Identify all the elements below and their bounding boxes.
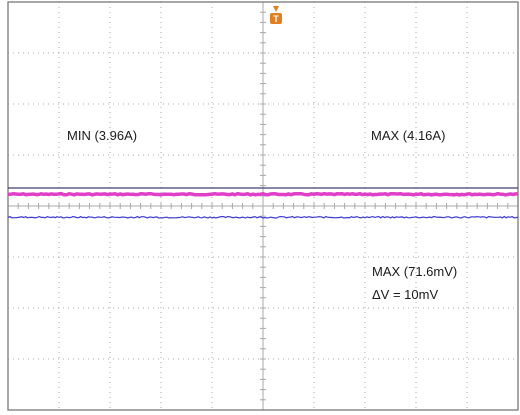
- voltage-max-label: MAX (71.6mV): [372, 264, 457, 279]
- trigger-arrow-icon: [273, 6, 279, 12]
- trigger-label: T: [273, 14, 279, 24]
- voltage-trace: [7, 215, 519, 219]
- trigger-box-icon: [270, 13, 282, 24]
- current-max-label: MAX (4.16A): [371, 128, 445, 143]
- trigger-marker-group: T: [270, 6, 282, 24]
- voltage-delta-label: ΔV = 10mV: [372, 287, 438, 302]
- plot-frame: [7, 1, 519, 411]
- current-min-label: MIN (3.96A): [67, 128, 137, 143]
- current-trace: [8, 191, 518, 197]
- grid: [7, 1, 519, 411]
